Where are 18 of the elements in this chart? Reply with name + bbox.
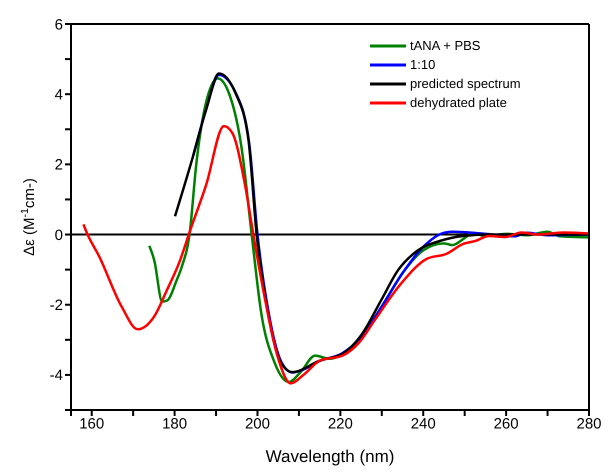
y-tick-label: 2 <box>54 156 63 174</box>
legend-label: 1:10 <box>410 56 436 74</box>
legend-label: tANA + PBS <box>410 37 480 55</box>
y-tick-label: -2 <box>50 297 63 314</box>
y-tick-label: -4 <box>50 367 63 384</box>
legend-label: dehydrated plate <box>410 94 507 112</box>
x-tick-label: 240 <box>410 416 436 433</box>
legend-label: predicted spectrum <box>410 75 521 93</box>
y-tick-label: 0 <box>54 226 63 244</box>
x-axis-title: Wavelength (nm) <box>266 447 394 466</box>
x-tick-label: 160 <box>79 416 104 433</box>
x-tick-label: 220 <box>328 416 353 433</box>
x-tick-label: 180 <box>162 416 188 433</box>
y-tick-label: 6 <box>54 16 63 34</box>
x-tick-label: 280 <box>576 416 602 433</box>
x-tick-label: 200 <box>244 416 270 433</box>
y-tick-label: 4 <box>54 86 63 104</box>
x-tick-label: 260 <box>494 416 519 433</box>
